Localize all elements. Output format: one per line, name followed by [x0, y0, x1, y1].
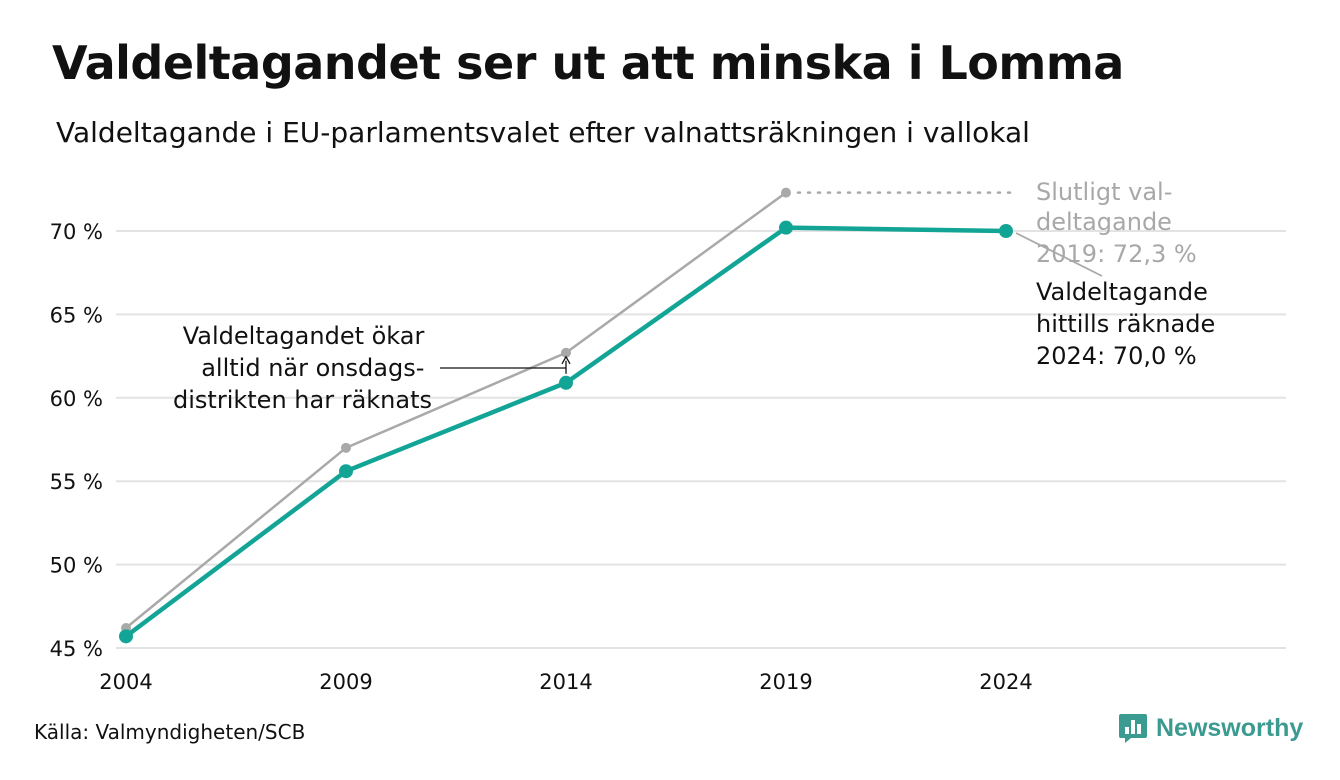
point-final-2009 — [341, 442, 351, 453]
bar-chart-speech-bubble-icon — [1119, 714, 1147, 743]
y-axis-ticks: 45 % 50 % 55 % 60 % 65 % 70 % — [50, 220, 103, 661]
point-current-2024 — [999, 224, 1013, 238]
y-tick-label-60: 60 % — [50, 387, 103, 411]
y-tick-label-70: 70 % — [50, 220, 103, 244]
source-credit: Källa: Valmyndigheten/SCB — [34, 720, 306, 744]
x-tick-label-2024: 2024 — [979, 670, 1032, 694]
series-line-final — [125, 191, 787, 629]
current-label-line-2: hittills räknade — [1036, 310, 1215, 338]
series-line-current — [124, 225, 1007, 639]
y-tick-label-45: 45 % — [50, 637, 103, 661]
point-final-2014 — [561, 347, 571, 358]
grid-lines — [116, 230, 1286, 649]
series-layer — [119, 187, 1018, 644]
y-tick-label-55: 55 % — [50, 470, 103, 494]
brand-name: Newsworthy — [1156, 713, 1304, 742]
x-tick-label-2019: 2019 — [759, 670, 812, 694]
note-line-2: alltid när onsdags- — [201, 354, 424, 382]
point-final-2019 — [781, 187, 791, 198]
line-chart: 45 % 50 % 55 % 60 % 65 % 70 % 2004 2009 2014 201… — [50, 178, 1286, 694]
note-line-3: distrikten har räknats — [173, 386, 432, 414]
chart-subtitle: Valdeltagande i EU-parlamentsvalet efter… — [56, 116, 1030, 149]
x-tick-label-2014: 2014 — [539, 670, 592, 694]
current-turnout-label: Valdeltagande hittills räknade 2024: 70,… — [1036, 278, 1223, 370]
x-tick-label-2004: 2004 — [99, 670, 152, 694]
point-current-2009 — [339, 464, 353, 479]
chart-title: Valdeltagandet ser ut att minska i Lomma — [52, 36, 1124, 90]
note-arrow-head — [561, 355, 571, 365]
current-label-line-3: 2024: 70,0 % — [1036, 342, 1197, 370]
x-axis-ticks: 2004 2009 2014 2019 2024 — [99, 670, 1032, 694]
wednesday-districts-note: Valdeltagandet ökar alltid när onsdags- … — [173, 322, 432, 414]
final-label-line-1: Slutligt val- — [1036, 178, 1172, 206]
annotations: Slutligt val- deltagande 2019: 72,3 % Va… — [173, 178, 1223, 414]
x-tick-label-2009: 2009 — [319, 670, 372, 694]
point-current-2014 — [559, 375, 573, 390]
final-label-line-3: 2019: 72,3 % — [1036, 240, 1197, 268]
point-current-2004 — [119, 629, 133, 644]
current-label-connector — [1015, 232, 1103, 277]
brand-logo: Newsworthy — [1118, 712, 1303, 744]
current-label-line-1: Valdeltagande — [1036, 278, 1208, 306]
final-turnout-label: Slutligt val- deltagande 2019: 72,3 % — [1036, 178, 1197, 268]
y-tick-label-65: 65 % — [50, 303, 103, 327]
point-current-2019 — [779, 220, 793, 235]
y-tick-label-50: 50 % — [50, 554, 103, 578]
note-line-1: Valdeltagandet ökar — [183, 322, 425, 350]
final-label-line-2: deltagande — [1036, 208, 1172, 236]
